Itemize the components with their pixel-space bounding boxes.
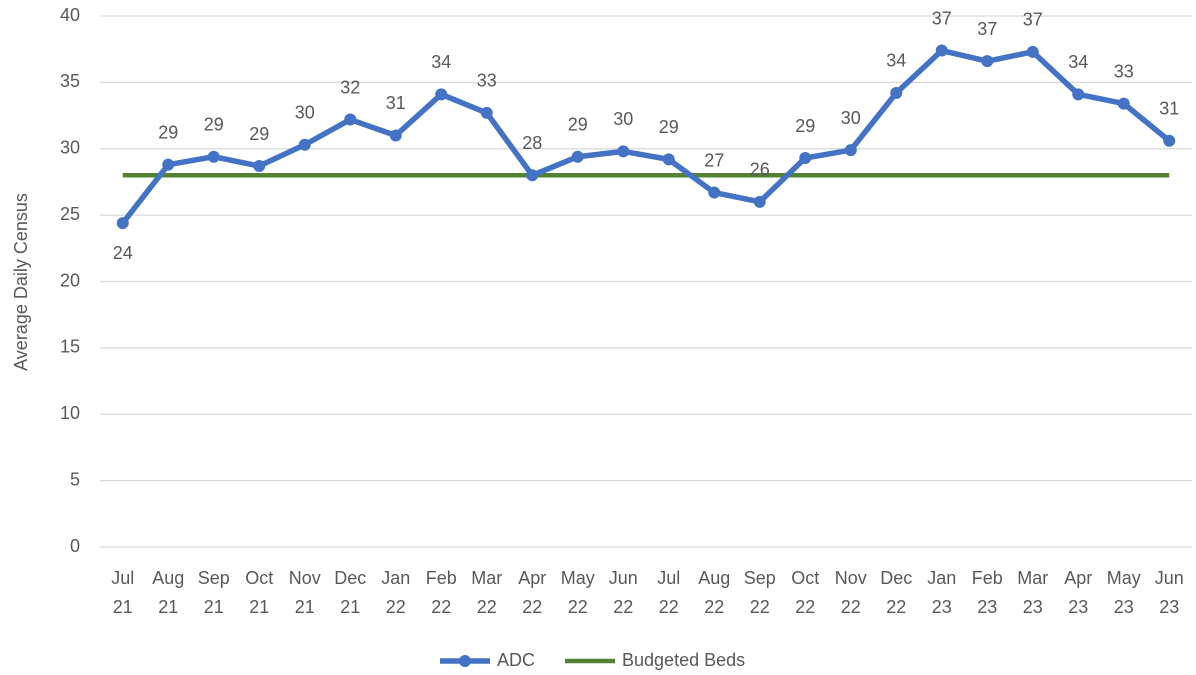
point: [617, 145, 630, 158]
point: [1117, 97, 1130, 110]
y-tick-label: 30: [60, 138, 80, 158]
x-tick-label: Oct 22: [791, 568, 819, 617]
data-label: 37: [932, 8, 952, 28]
data-label: 32: [340, 77, 360, 97]
x-tick-label: Apr 22: [518, 568, 546, 617]
point: [662, 153, 675, 166]
point: [844, 144, 857, 157]
point: [1026, 45, 1039, 58]
point: [753, 195, 766, 208]
point: [890, 86, 903, 99]
point: [935, 44, 948, 57]
y-tick-label: 25: [60, 204, 80, 224]
point: [1072, 88, 1085, 101]
data-label: 34: [1068, 52, 1088, 72]
x-tick-label: Jun 23: [1155, 568, 1184, 617]
data-label: 24: [113, 243, 133, 263]
point: [298, 138, 311, 151]
data-label: 29: [204, 114, 224, 134]
x-tick-label: Mar 23: [1017, 568, 1048, 617]
data-label: 31: [1159, 99, 1179, 119]
series-line: [120, 47, 1171, 225]
data-label: 29: [249, 124, 269, 144]
x-tick-label: Feb 23: [972, 568, 1003, 617]
legend-label: Budgeted Beds: [622, 650, 745, 670]
y-tick-label: 40: [60, 5, 80, 25]
data-label: 30: [295, 103, 315, 123]
x-tick-label: Apr 23: [1064, 568, 1092, 617]
data-label: 34: [886, 51, 906, 71]
x-tick-label: Nov 21: [289, 568, 321, 617]
point: [116, 217, 129, 230]
y-tick-label: 35: [60, 71, 80, 91]
data-label: 29: [795, 116, 815, 136]
data-label: 37: [977, 19, 997, 39]
y-tick-label: 5: [70, 469, 80, 489]
point: [344, 113, 357, 126]
y-tick-label: 15: [60, 337, 80, 357]
point: [207, 150, 220, 163]
data-label: 29: [568, 114, 588, 134]
point: [708, 186, 721, 199]
x-tick-label: Jan 22: [381, 568, 410, 617]
x-tick-label: Mar 22: [471, 568, 502, 617]
x-tick-label: Sep 21: [198, 568, 230, 617]
data-label: 37: [1023, 10, 1043, 30]
data-label: 31: [386, 93, 406, 113]
x-tick-label: Jun 22: [609, 568, 638, 617]
data-label: 34: [431, 52, 451, 72]
x-tick-label: Feb 22: [426, 568, 457, 617]
data-label: 29: [659, 117, 679, 137]
x-tick-label: Dec 22: [880, 568, 912, 617]
point: [1163, 134, 1176, 147]
data-label: 30: [613, 109, 633, 129]
point: [253, 160, 266, 173]
point: [480, 106, 493, 119]
x-tick-label: Nov 22: [835, 568, 867, 617]
x-tick-label: Sep 22: [744, 568, 776, 617]
point: [799, 152, 812, 165]
point: [435, 88, 448, 101]
point: [526, 169, 539, 182]
data-label: 33: [1114, 61, 1134, 81]
x-tick-label: Jul 21: [111, 568, 134, 617]
data-label: 26: [750, 160, 770, 180]
x-tick-label: May 23: [1107, 568, 1141, 617]
x-tick-label: Aug 22: [698, 568, 730, 617]
y-tick-label: 20: [60, 270, 80, 290]
y-axis-label: Average Daily Census: [11, 193, 31, 371]
point: [981, 55, 994, 68]
legend-marker: [459, 655, 471, 667]
x-tick-label: Oct 21: [245, 568, 273, 617]
data-label: 33: [477, 71, 497, 91]
x-tick-label: Jul 22: [657, 568, 680, 617]
point: [571, 150, 584, 163]
data-label: 28: [522, 133, 542, 153]
x-tick-label: Jan 23: [927, 568, 956, 617]
y-tick-label: 0: [70, 536, 80, 556]
x-tick-label: May 22: [561, 568, 595, 617]
x-tick-label: Dec 21: [334, 568, 366, 617]
point: [389, 129, 402, 142]
y-tick-label: 10: [60, 403, 80, 423]
data-label: 29: [158, 122, 178, 142]
legend-label: ADC: [497, 650, 535, 670]
point: [162, 158, 175, 171]
data-label: 30: [841, 108, 861, 128]
x-tick-label: Aug 21: [152, 568, 184, 617]
data-label: 27: [704, 150, 724, 170]
